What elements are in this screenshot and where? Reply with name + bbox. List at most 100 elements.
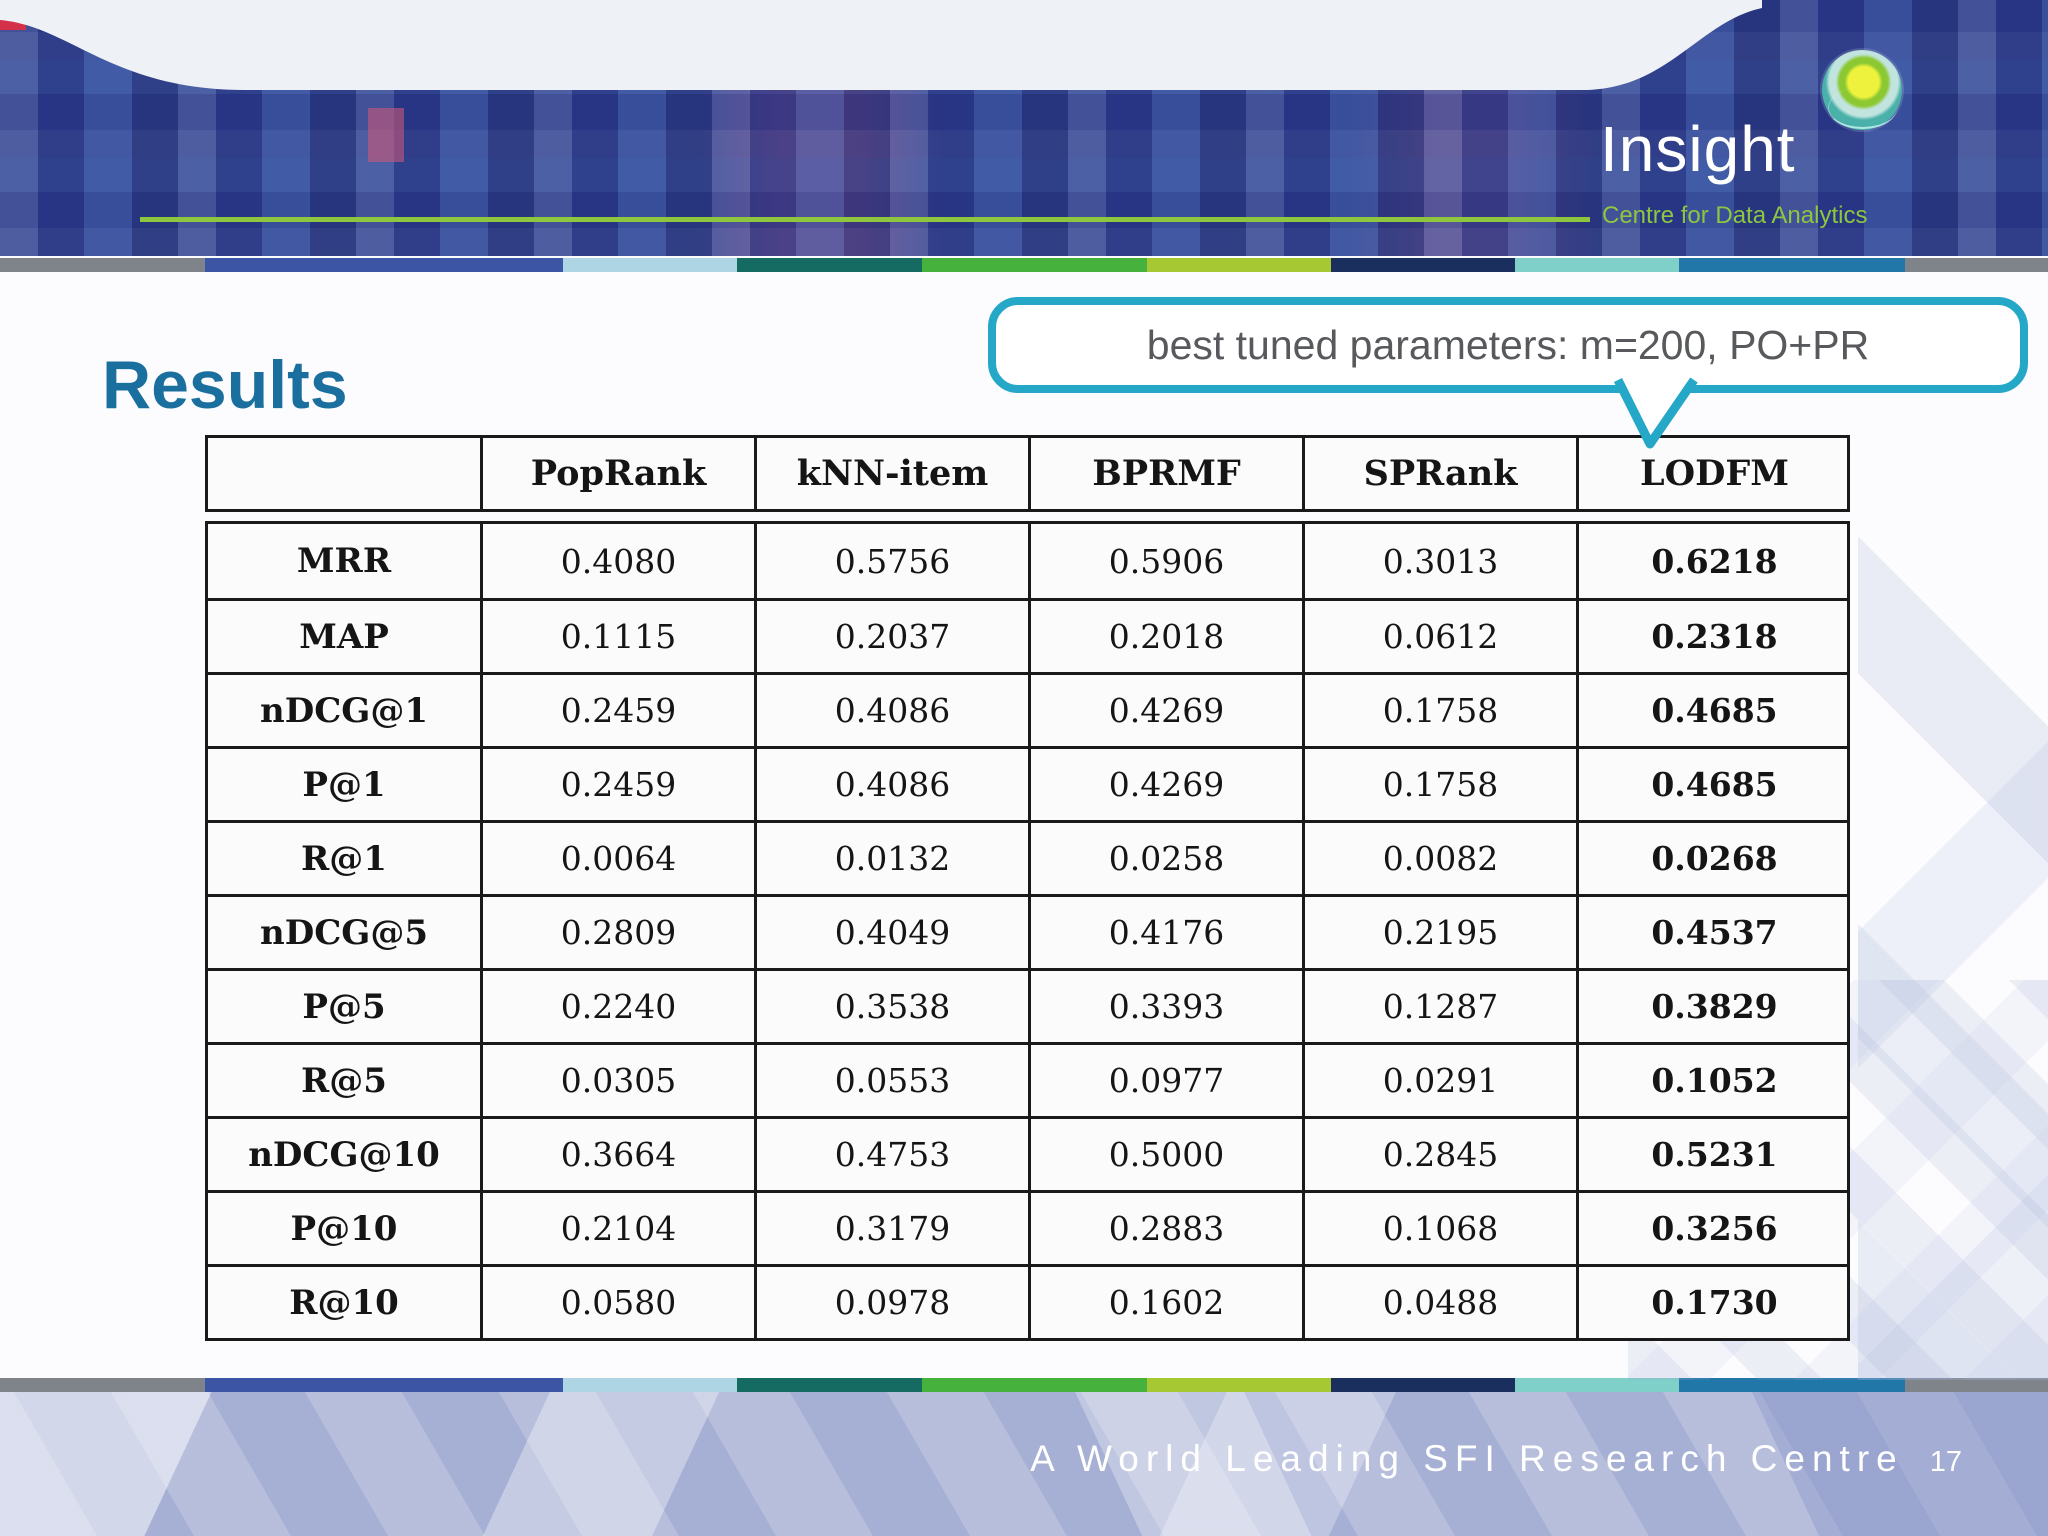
metric-value: 0.3538 [754,971,1028,1042]
color-stripe-top [0,258,2048,272]
stripe-segment [1331,1378,1516,1392]
metric-label: nDCG@10 [248,1134,440,1175]
table-body: MRR 0.4080 0.5756 0.5906 0.3013 0.6218 MAP 0.11… [205,521,1850,1341]
table-row: P@10 0.2104 0.3179 0.2883 0.1068 0.3256 [208,1190,1847,1264]
table-row: MRR 0.4080 0.5756 0.5906 0.3013 0.6218 [208,524,1847,598]
metric-value: 0.1758 [1302,675,1576,746]
metric-value: 0.0268 [1576,823,1850,894]
insight-logo-wordmark: Insight [1600,113,1796,185]
footer-row: A World Leading SFI Research Centre 17 [1030,1438,1962,1480]
metric-value: 0.1287 [1302,971,1576,1042]
results-table: PopRank kNN-item BPRMF SPRank LODFM MRR 0.408… [205,435,1850,1341]
column-header: PopRank [480,438,754,509]
page-title: Results [102,346,348,423]
metric-value: 0.2037 [754,601,1028,672]
table-row: nDCG@1 0.2459 0.4086 0.4269 0.1758 0.4685 [208,672,1847,746]
metric-value: 0.2845 [1302,1119,1576,1190]
metric-value: 0.2104 [480,1193,754,1264]
callout-text: best tuned parameters: m=200, PO+PR [1146,321,1870,368]
metric-value: 0.4537 [1576,897,1850,968]
column-header: kNN-item [754,438,1028,509]
corner-cell [208,438,480,509]
table-header-row: PopRank kNN-item BPRMF SPRank LODFM [205,435,1850,512]
metric-value: 0.4269 [1028,749,1302,820]
metric-value: 0.2809 [480,897,754,968]
metric-value: 0.3393 [1028,971,1302,1042]
table-row: R@5 0.0305 0.0553 0.0977 0.0291 0.1052 [208,1042,1847,1116]
metric-value: 0.4086 [754,749,1028,820]
metric-value: 0.0305 [480,1045,754,1116]
stripe-segment [921,1378,1147,1392]
stripe-segment [1146,258,1332,272]
mosaic-pink-accent [368,108,404,162]
metric-value: 0.0064 [480,823,754,894]
metric-value: 0.5231 [1576,1119,1850,1190]
metric-label: nDCG@1 [260,690,428,731]
metric-value: 0.3013 [1302,524,1576,598]
metric-value: 0.0977 [1028,1045,1302,1116]
metric-label: R@10 [289,1282,399,1323]
metric-label: nDCG@5 [260,912,428,953]
insight-globe-icon [1822,50,1902,130]
metric-value: 0.2459 [480,749,754,820]
metric-value: 0.3256 [1576,1193,1850,1264]
column-header: BPRMF [1028,438,1302,509]
metric-value: 0.2240 [480,971,754,1042]
stripe-segment [1904,258,2048,272]
column-header: SPRank [1302,438,1576,509]
metric-value: 0.0612 [1302,601,1576,672]
metric-value: 0.0488 [1302,1267,1576,1338]
metric-label: R@1 [301,838,387,879]
metric-value: 0.2195 [1302,897,1576,968]
metric-value: 0.3829 [1576,971,1850,1042]
metric-value: 0.2018 [1028,601,1302,672]
footer-motto: A World Leading SFI Research Centre [1030,1438,1904,1479]
metric-value: 0.4685 [1576,749,1850,820]
metric-value: 0.3179 [754,1193,1028,1264]
metric-value: 0.0082 [1302,823,1576,894]
metric-value: 0.1052 [1576,1045,1850,1116]
metric-label: R@5 [301,1060,387,1101]
metric-value: 0.0553 [754,1045,1028,1116]
footer-banner: A World Leading SFI Research Centre 17 [0,1392,2048,1536]
insight-logo-subtitle: Centre for Data Analytics [1602,202,1868,229]
stripe-segment [0,258,205,272]
table-row: R@1 0.0064 0.0132 0.0258 0.0082 0.0268 [208,820,1847,894]
stripe-segment [204,258,564,272]
metric-value: 0.5906 [1028,524,1302,598]
metric-label: MRR [296,541,392,581]
table-row: P@1 0.2459 0.4086 0.4269 0.1758 0.4685 [208,746,1847,820]
metric-value: 0.4086 [754,675,1028,746]
metric-label: P@10 [290,1208,398,1249]
column-header: LODFM [1576,438,1850,509]
metric-value: 0.0132 [754,823,1028,894]
stripe-segment [1515,1378,1680,1392]
metric-value: 0.1068 [1302,1193,1576,1264]
stripe-segment [563,258,738,272]
globe-mesh-lines [1828,86,1897,129]
metric-value: 0.0258 [1028,823,1302,894]
page-number: 17 [1929,1446,1962,1478]
callout-tail [1613,374,1698,449]
metric-label: P@5 [302,986,386,1027]
stripe-segment [1146,1378,1332,1392]
table-row: MAP 0.1115 0.2037 0.2018 0.0612 0.2318 [208,598,1847,672]
stripe-segment [737,258,922,272]
metric-value: 0.5000 [1028,1119,1302,1190]
stripe-segment [921,258,1147,272]
metric-value: 0.6218 [1576,524,1850,598]
table-row: P@5 0.2240 0.3538 0.3393 0.1287 0.3829 [208,968,1847,1042]
metric-label: P@1 [302,764,386,805]
metric-value: 0.4269 [1028,675,1302,746]
header-wave-shape [0,0,1762,90]
stripe-segment [0,1378,205,1392]
metric-value: 0.2883 [1028,1193,1302,1264]
metric-value: 0.2459 [480,675,754,746]
metric-value: 0.3664 [480,1119,754,1190]
table-row: nDCG@10 0.3664 0.4753 0.5000 0.2845 0.5231 [208,1116,1847,1190]
stripe-segment [1679,258,1905,272]
stripe-segment [737,1378,922,1392]
stripe-segment [563,1378,738,1392]
metric-value: 0.4753 [754,1119,1028,1190]
